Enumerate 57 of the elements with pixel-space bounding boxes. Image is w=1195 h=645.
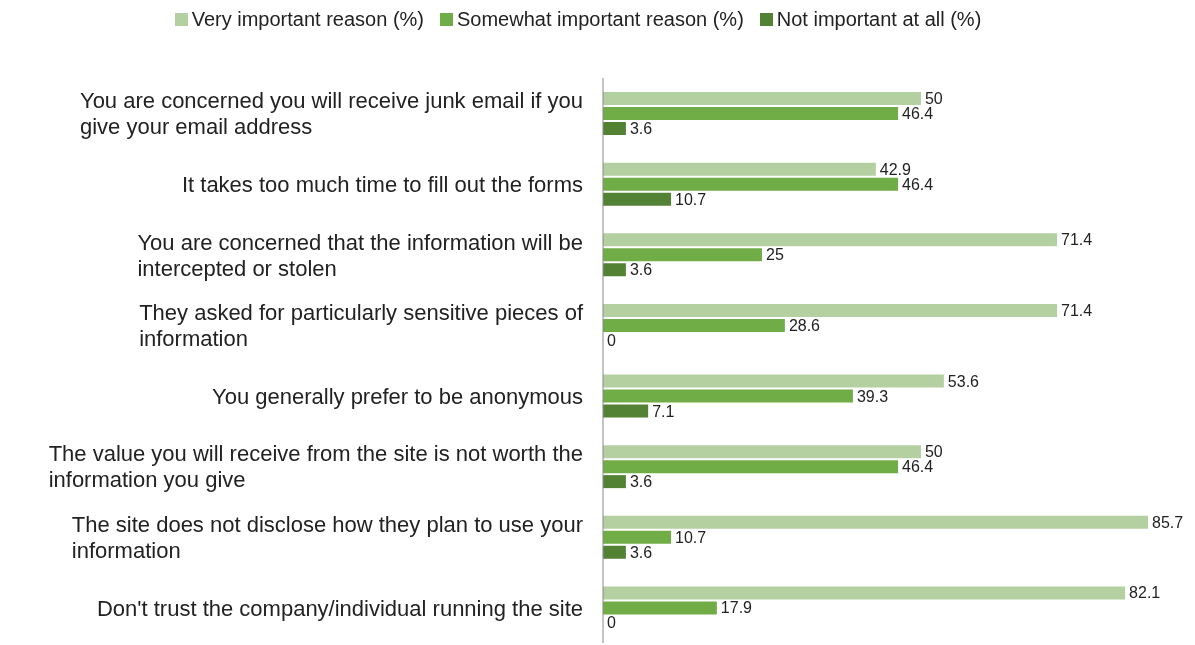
y-tick-label: It takes too much time to fill out the forms: [181, 171, 584, 197]
bar: [603, 92, 921, 105]
data-label: 0: [607, 614, 617, 632]
y-tick-label: You are concerned that the information will be intercepted or stolen: [137, 229, 583, 281]
data-label: 50: [924, 443, 943, 461]
data-label: 53.6: [947, 372, 980, 390]
y-tick-label: The site does not disclose how they plan to use your information: [71, 511, 584, 563]
data-label: 46.4: [902, 105, 934, 122]
y-tick-label: You generally prefer to be anonymous: [212, 383, 584, 409]
bar: [603, 107, 899, 120]
bar: [603, 515, 1148, 529]
legend-label: Very important reason (%): [190, 8, 424, 31]
bar: [603, 404, 649, 418]
data-label: 71.4: [1061, 231, 1093, 249]
data-label: 3.6: [629, 261, 653, 279]
bar: [603, 586, 1126, 600]
y-tick-label: Don't trust the company/individual running the site: [96, 595, 583, 621]
data-label: 50: [924, 90, 943, 107]
y-tick-label: They asked for particularly sensitive pieces of information: [139, 299, 584, 351]
data-label: 46.4: [902, 458, 934, 476]
bar: [603, 248, 762, 262]
bar: [603, 162, 876, 176]
data-label: 82.1: [1129, 584, 1161, 602]
y-tick-label: The value you will receive from the site is not worth the information you give: [48, 440, 584, 492]
bar: [603, 445, 921, 459]
bar: [603, 545, 626, 559]
bar: [603, 389, 853, 403]
bar: [603, 460, 899, 474]
data-label: 3.6: [629, 473, 653, 491]
data-label: 0: [607, 331, 617, 349]
data-label: 39.3: [856, 387, 889, 405]
data-label: 10.7: [675, 528, 707, 546]
bar: [603, 303, 1058, 317]
data-label: 3.6: [629, 120, 653, 137]
data-label: 3.6: [629, 543, 653, 561]
bar: [603, 374, 944, 388]
y-tick-label: You are concerned you will receive junk email if you give your email address: [79, 87, 583, 139]
bar: [603, 318, 785, 332]
bar: [603, 530, 672, 544]
data-label: 46.4: [902, 175, 934, 193]
bar: [603, 192, 672, 206]
data-label: 28.6: [788, 316, 821, 334]
data-label: 10.7: [675, 190, 707, 208]
bar: [603, 122, 626, 135]
bar: [603, 601, 717, 615]
data-label: 7.1: [652, 402, 675, 420]
legend-label: Somewhat important reason (%): [456, 8, 744, 31]
data-label: 71.4: [1061, 301, 1093, 319]
bar: [603, 263, 626, 277]
data-label: 85.7: [1152, 513, 1184, 531]
legend-label: Not important at all (%): [775, 8, 982, 31]
bar: [603, 475, 626, 489]
data-label: 42.9: [879, 160, 912, 178]
data-label: 17.9: [720, 599, 753, 617]
data-label: 25: [765, 246, 784, 264]
bar: [603, 177, 899, 191]
bar: [603, 233, 1058, 247]
